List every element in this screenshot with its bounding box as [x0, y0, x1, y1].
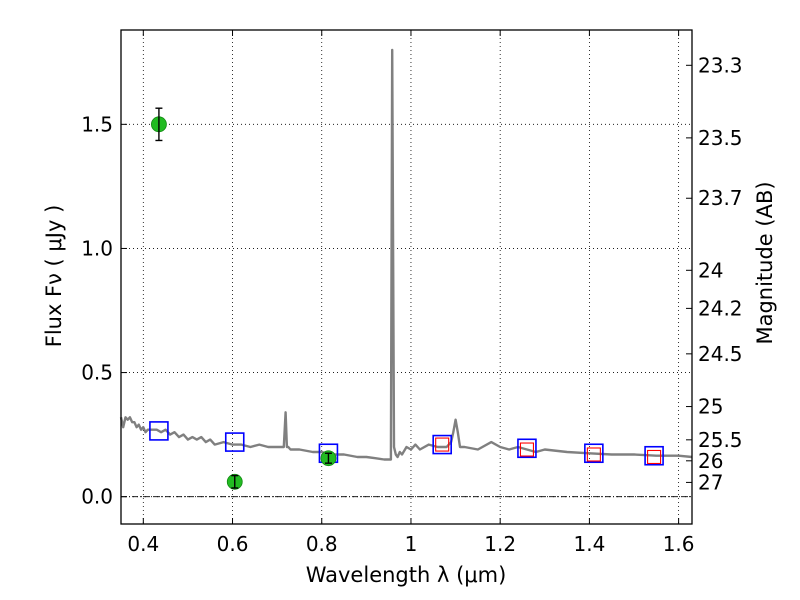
- x-tick-label: 1.6: [663, 532, 695, 556]
- y2-tick-label: 23.3: [698, 53, 743, 77]
- model-square-red: [647, 449, 662, 465]
- y-tick-label: 1.5: [81, 112, 113, 136]
- y2-tick-label: 27: [698, 470, 723, 494]
- model-square-red: [435, 437, 450, 452]
- y-axis-ticks: 0.0 0.5 1.0 1.5: [81, 112, 127, 509]
- model-square-blue: [644, 445, 664, 466]
- model-square-blue: [224, 432, 245, 452]
- y2-tick-label: 25.5: [698, 428, 743, 452]
- x-tick-label: 1: [405, 532, 418, 556]
- model-square-blue: [517, 438, 537, 459]
- y2-tick-label: 23.7: [698, 186, 743, 210]
- y2-tick-label: 25: [698, 395, 723, 419]
- model-square-blue: [149, 421, 169, 441]
- y-tick-label: 0.5: [81, 361, 113, 385]
- model-square-blue: [432, 434, 452, 455]
- y-tick-label: 0.0: [81, 485, 113, 509]
- x-tick-label: 1.2: [484, 532, 516, 556]
- y-axis-label: Flux Fν ( μJy ): [42, 205, 66, 348]
- x-axis-ticks: 0.4 0.6 0.8 1 1.2 1.4 1.6: [127, 30, 695, 556]
- spectrum-line: [119, 48, 693, 461]
- x-tick-label: 1.4: [573, 532, 605, 556]
- x-tick-label: 0.8: [306, 532, 338, 556]
- spectrum: [119, 48, 693, 461]
- model-square-blue: [584, 443, 604, 464]
- photometry-points: [149, 107, 664, 490]
- y2-tick-label: 23.5: [698, 126, 743, 150]
- y2-tick-label: 24.5: [698, 342, 743, 366]
- y-tick-label: 1.0: [81, 236, 113, 260]
- y2-tick-label: 24: [698, 258, 723, 282]
- plot-frame: [120, 29, 693, 525]
- x-axis-label: Wavelength λ (μm): [306, 563, 507, 587]
- model-square-red: [519, 442, 534, 457]
- x-tick-label: 0.4: [127, 532, 159, 556]
- model-square-red: [586, 447, 601, 462]
- y2-tick-label: 24.2: [698, 296, 743, 320]
- y2-tick-label: 26: [698, 449, 723, 473]
- y2-axis-label: Magnitude (AB): [753, 181, 777, 344]
- x-tick-label: 0.6: [217, 532, 249, 556]
